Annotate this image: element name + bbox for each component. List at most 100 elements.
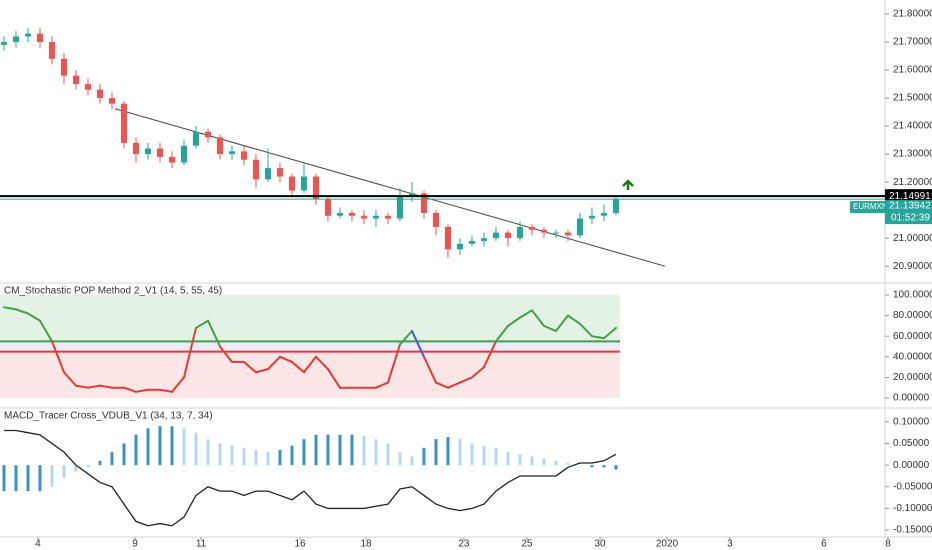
y-tick-label: 0.10000 [893,416,930,427]
stochastic-segment [314,355,329,371]
x-tick-label: 23 [458,539,470,550]
stochastic-segment [482,340,497,369]
histogram-bar [218,443,222,466]
histogram-bar [530,456,534,466]
y-tick-label: 80.00000 [893,310,932,321]
y-tick-label: -0.05000 [893,481,932,492]
stochastic-segment [182,326,197,379]
upper-zone [0,294,620,342]
histogram-bar [614,465,618,470]
histogram-bar [470,443,474,466]
candle-body [420,193,427,213]
histogram-bar [326,434,330,466]
lower-zone [0,351,620,399]
histogram-bar [518,454,522,466]
candle-body [360,215,367,219]
candle-body [444,226,451,250]
price-line-label: 21.14991 [889,191,931,202]
histogram-bar [74,465,78,472]
stochastic-segment [2,306,17,311]
y-tick-label: 21.80000 [893,9,932,20]
y-tick-label: 21.50000 [893,93,932,104]
histogram-bar [38,465,42,492]
y-tick-label: -0.15000 [893,525,932,536]
y-tick-label: 60.00000 [893,331,932,342]
stochastic-segment [326,368,341,389]
histogram-bar [446,437,450,466]
candle-body [516,226,523,239]
candle-body [276,168,283,177]
stochastic-segment [590,335,605,340]
x-tick-label: 8 [885,539,891,550]
candle-body [408,193,415,197]
stochastic-segment [578,322,593,338]
candle-body [456,243,463,250]
histogram-bar [374,439,378,466]
stochastic-segment [158,388,173,393]
histogram-bar [458,439,462,466]
stochastic-segment [206,319,221,348]
candle-body [156,148,163,157]
candle-body [144,148,151,155]
stochastic-segment [38,319,53,343]
histogram-bar [194,432,198,466]
stochastic-segment [494,324,509,343]
candle-body [264,168,271,180]
candle-body [552,232,559,234]
x-tick-label: 30 [594,539,606,550]
histogram-bar [254,449,258,466]
histogram-bar [62,465,66,479]
candle-body [492,232,499,239]
stochastic-segment [278,355,293,363]
stochastic-segment [74,384,89,389]
candle-body [312,176,319,199]
x-tick-label: 11 [196,539,207,550]
histogram-bar [146,428,150,466]
candle-body [204,131,211,138]
candle-body [216,137,223,155]
stochastic-segment [50,340,65,374]
stochastic-segment [554,314,569,333]
histogram-bar [398,452,402,466]
candle-body [168,156,175,163]
candle-body [300,176,307,191]
stochastic-segment [14,308,29,315]
candle-body [288,176,295,191]
indicator-title: MACD_Tracer Cross_VDUB_V1 (34, 13, 7, 34… [4,411,213,422]
candle-body [348,212,355,216]
stochastic-segment [398,330,413,346]
countdown-label: 01:52:39 [891,213,930,224]
histogram-bar [314,434,318,466]
stochastic-segment [410,330,425,358]
candle-body [432,212,439,227]
signal-arrow [622,179,634,190]
candle-body [540,229,547,233]
candle-body [240,151,247,160]
candle-body [12,36,19,43]
histogram-bar [230,445,234,466]
x-tick-label: 6 [821,539,827,550]
candle-body [480,238,487,241]
stochastic-segment [62,371,77,387]
y-tick-label: -0.10000 [893,503,932,514]
candle-body [132,142,139,155]
histogram-bar [434,439,438,466]
stochastic-segment [26,312,41,322]
x-tick-label: 18 [360,539,372,550]
histogram-bar [410,456,414,466]
last-price-box [885,200,932,225]
histogram-bar [206,439,210,466]
histogram-bar [110,452,114,466]
stochastic-segment [386,343,401,384]
histogram-bar [422,447,426,466]
y-tick-label: 20.90000 [893,261,932,272]
stochastic-segment [122,386,137,393]
y-tick-label: 21.40000 [893,121,932,132]
stochastic-segment [254,368,269,374]
histogram-bar [266,452,270,466]
candle-body [24,33,31,37]
candle-body [372,215,379,219]
stochastic-segment [86,384,101,389]
